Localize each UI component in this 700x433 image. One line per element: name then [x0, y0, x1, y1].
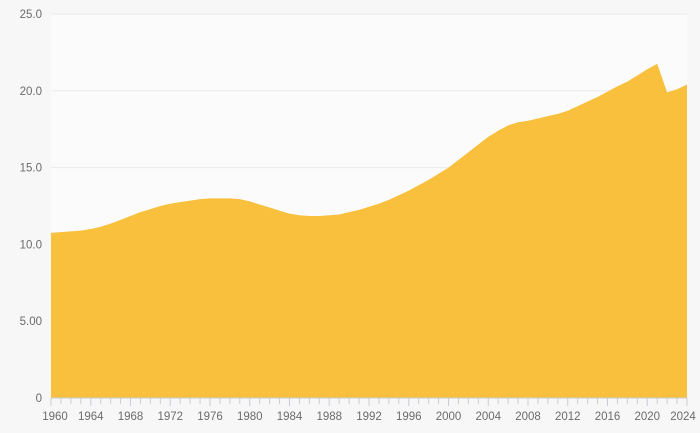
- x-axis-tick-labels: 1960 1964 1968 1972 1976 1980 1984 1988 1992 1996…: [42, 411, 696, 423]
- x-tick-label: 1988: [316, 411, 342, 423]
- y-tick-label: 15.0: [20, 163, 42, 175]
- x-tick-label: 1976: [197, 411, 223, 423]
- x-axis-ticks: [50, 398, 688, 406]
- x-tick-label: 2016: [595, 411, 621, 423]
- y-axis-tick-labels: 0 5.00 10.0 15.0 20.0 25.0: [20, 9, 42, 405]
- x-tick-label: 1996: [396, 411, 422, 423]
- x-tick-label: 1960: [42, 411, 68, 423]
- x-tick-label: 1980: [237, 411, 263, 423]
- x-tick-label: 1992: [356, 411, 382, 423]
- y-tick-label: 20.0: [20, 86, 42, 98]
- x-tick-label: 2008: [515, 411, 541, 423]
- series-area-value: [51, 63, 687, 399]
- x-tick-label: 1964: [78, 411, 104, 423]
- y-tick-label: 10.0: [20, 239, 42, 251]
- y-tick-label: 25.0: [20, 9, 42, 21]
- x-tick-label: 2000: [436, 411, 462, 423]
- y-tick-label: 0: [36, 393, 42, 405]
- x-tick-label: 2020: [634, 411, 660, 423]
- area-path: [51, 63, 687, 399]
- x-tick-label: 2024: [670, 411, 696, 423]
- x-tick-label: 2004: [475, 411, 501, 423]
- x-tick-label: 1972: [157, 411, 183, 423]
- x-tick-label: 1968: [118, 411, 144, 423]
- x-tick-label: 2012: [555, 411, 581, 423]
- y-tick-label: 5.00: [20, 316, 42, 328]
- x-tick-label: 1984: [277, 411, 303, 423]
